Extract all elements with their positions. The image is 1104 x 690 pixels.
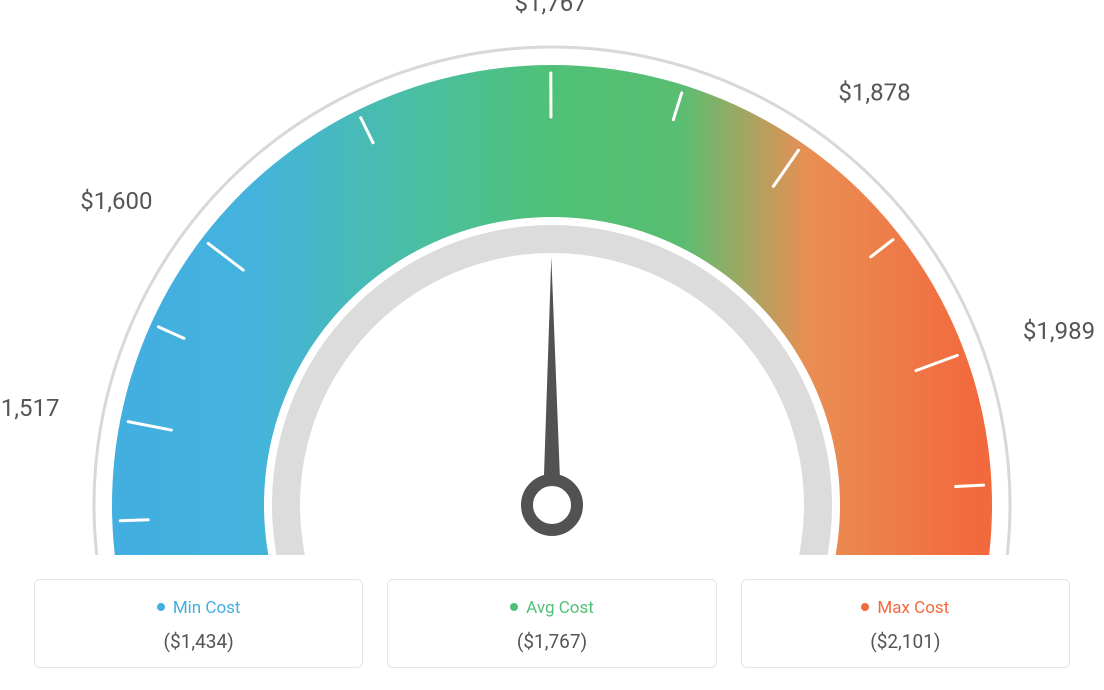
legend-title-max: Max Cost: [752, 598, 1059, 618]
legend-title-avg: Avg Cost: [398, 598, 705, 618]
legend-title-avg-text: Avg Cost: [526, 598, 594, 618]
legend-title-max-text: Max Cost: [877, 598, 949, 618]
gauge-tick-label: $1,767: [515, 0, 587, 17]
legend-value-min: ($1,434): [45, 630, 352, 653]
legend-card-avg: Avg Cost ($1,767): [387, 579, 716, 668]
legend-dot-min: [157, 603, 165, 611]
gauge: $1,434$1,517$1,600$1,767$1,878$1,989$2,1…: [0, 0, 1104, 555]
legend-row: Min Cost ($1,434) Avg Cost ($1,767) Max …: [34, 579, 1070, 668]
chart-container: $1,434$1,517$1,600$1,767$1,878$1,989$2,1…: [0, 0, 1104, 690]
gauge-tick-label: $1,600: [80, 187, 152, 215]
gauge-svg: $1,434$1,517$1,600$1,767$1,878$1,989$2,1…: [0, 0, 1104, 555]
gauge-tick-minor: [120, 520, 148, 521]
legend-value-avg: ($1,767): [398, 630, 705, 653]
legend-title-min: Min Cost: [45, 598, 352, 618]
gauge-needle: [543, 257, 561, 505]
legend-dot-max: [861, 603, 869, 611]
gauge-tick-minor: [956, 485, 984, 486]
gauge-tick-label: $1,517: [0, 394, 59, 422]
legend-card-min: Min Cost ($1,434): [34, 579, 363, 668]
legend-value-max: ($2,101): [752, 630, 1059, 653]
gauge-tick-label: $1,878: [838, 79, 910, 107]
gauge-tick-label: $1,989: [1023, 317, 1095, 345]
gauge-needle-hub: [527, 480, 577, 530]
legend-dot-avg: [510, 603, 518, 611]
legend-card-max: Max Cost ($2,101): [741, 579, 1070, 668]
legend-title-min-text: Min Cost: [173, 598, 241, 618]
